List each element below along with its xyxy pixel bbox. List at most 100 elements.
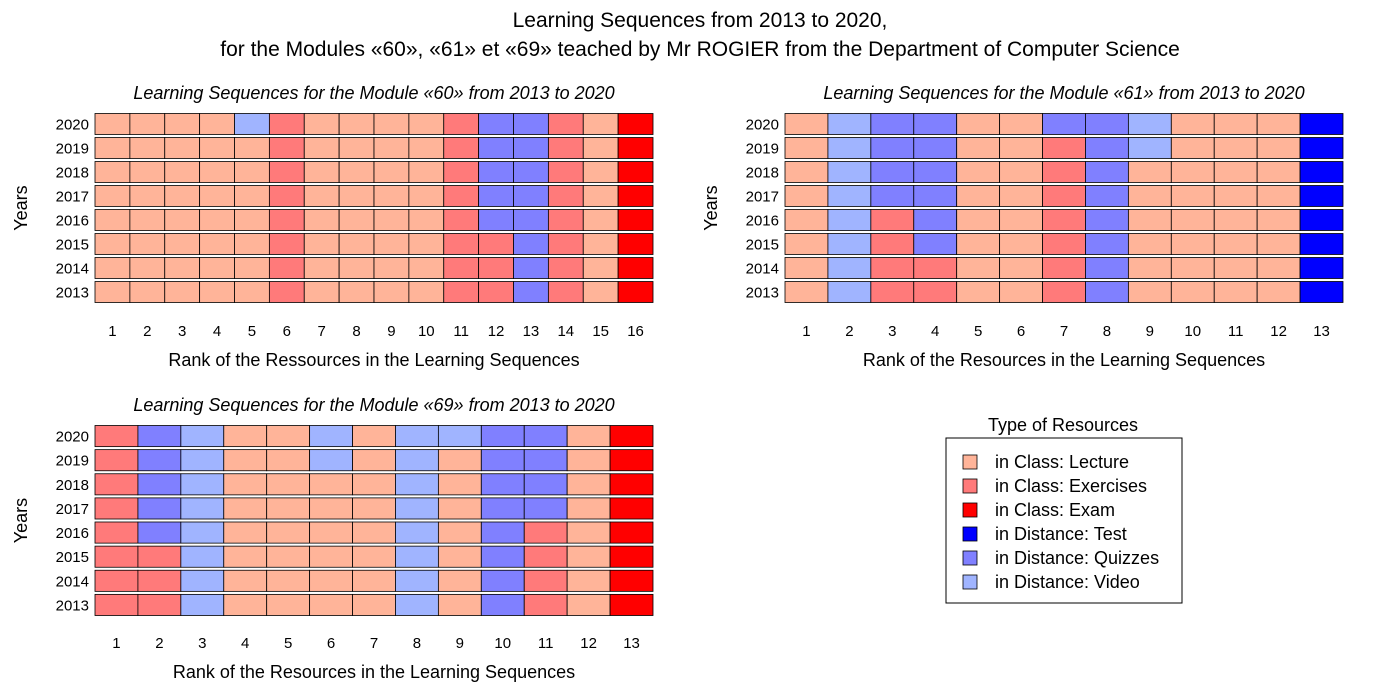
heatmap-cell bbox=[913, 257, 958, 279]
x-tick-label: 7 bbox=[370, 635, 378, 652]
heatmap-cell bbox=[1170, 257, 1215, 279]
heatmap-cell bbox=[999, 161, 1043, 183]
heatmap-cell bbox=[1127, 257, 1172, 279]
heatmap-cell bbox=[870, 209, 915, 231]
legend-swatch bbox=[962, 454, 978, 470]
heatmap-cell bbox=[617, 209, 654, 231]
legend-swatch bbox=[962, 574, 978, 590]
heatmap-cell bbox=[137, 545, 182, 568]
heatmap-cell bbox=[1256, 113, 1301, 135]
y-tick-label: 2017 bbox=[56, 501, 89, 518]
heatmap-cell bbox=[137, 521, 182, 544]
heatmap-cell bbox=[309, 497, 353, 520]
heatmap-cell bbox=[338, 185, 375, 207]
heatmap-cell bbox=[1170, 161, 1215, 183]
heatmap-cell bbox=[784, 113, 829, 135]
heatmap-cell bbox=[870, 113, 915, 135]
heatmap-cell bbox=[1085, 113, 1129, 135]
heatmap-cell bbox=[582, 113, 619, 135]
heatmap-cell bbox=[513, 113, 549, 135]
heatmap-cell bbox=[94, 473, 139, 496]
heatmap-cell bbox=[480, 521, 525, 544]
heatmap-cell bbox=[223, 497, 268, 520]
heatmap-cell bbox=[437, 497, 482, 520]
x-tick-label: 5 bbox=[284, 635, 292, 652]
heatmap-cell bbox=[547, 233, 584, 255]
heatmap-cell bbox=[268, 161, 305, 183]
y-tick-label: 2017 bbox=[746, 189, 779, 206]
x-tick-label: 6 bbox=[283, 323, 291, 340]
heatmap-cell bbox=[480, 545, 525, 568]
x-tick-label: 3 bbox=[888, 323, 896, 340]
heatmap-cell bbox=[1170, 113, 1215, 135]
heatmap-cell bbox=[1170, 185, 1215, 207]
heatmap-cell bbox=[1256, 137, 1301, 159]
x-tick-label: 10 bbox=[1184, 323, 1201, 340]
heatmap-cell bbox=[129, 209, 166, 231]
heatmap-cell bbox=[617, 281, 654, 303]
heatmap-cell bbox=[1042, 113, 1086, 135]
heatmap-cell bbox=[268, 113, 305, 135]
heatmap-cell bbox=[870, 257, 915, 279]
heatmap-cell bbox=[303, 257, 340, 279]
heatmap-cell bbox=[268, 185, 305, 207]
heatmap-cell bbox=[523, 593, 568, 616]
heatmap-cell bbox=[268, 209, 305, 231]
y-tick-label: 2015 bbox=[56, 549, 89, 566]
heatmap-cell bbox=[199, 161, 235, 183]
heatmap-cell bbox=[999, 113, 1043, 135]
x-tick-label: 6 bbox=[327, 635, 335, 652]
y-tick-label: 2013 bbox=[56, 597, 89, 614]
heatmap-cell bbox=[956, 137, 1001, 159]
heatmap-cell bbox=[1042, 281, 1086, 303]
heatmap-cell bbox=[1213, 113, 1258, 135]
heatmap-cell bbox=[870, 185, 915, 207]
heatmap-cell bbox=[784, 233, 829, 255]
heatmap-cell bbox=[913, 113, 958, 135]
heatmap-cell bbox=[1042, 233, 1086, 255]
heatmap-cell bbox=[999, 209, 1043, 231]
heatmap-cell bbox=[827, 281, 872, 303]
legend-item-label: in Class: Exam bbox=[995, 500, 1115, 520]
heatmap-cell bbox=[1256, 257, 1301, 279]
heatmap-cell bbox=[1213, 161, 1258, 183]
legend: Type of Resources in Class: Lecture in Cla… bbox=[945, 415, 1183, 604]
heatmap-cell bbox=[164, 137, 201, 159]
heatmap-cell bbox=[94, 521, 139, 544]
heatmap-cell bbox=[609, 593, 654, 616]
heatmap-cell bbox=[266, 569, 311, 592]
heatmap-cell bbox=[373, 209, 410, 231]
heatmap-cell bbox=[180, 425, 225, 448]
heatmap-cell bbox=[309, 473, 353, 496]
x-tick-label: 1 bbox=[112, 635, 120, 652]
x-tick-label: 4 bbox=[931, 323, 939, 340]
heatmap-cell bbox=[303, 233, 340, 255]
heatmap-cell bbox=[395, 497, 439, 520]
heatmap-cell bbox=[303, 185, 340, 207]
heatmap-cell bbox=[582, 209, 619, 231]
heatmap-cell bbox=[513, 233, 549, 255]
y-axis-label: Years bbox=[11, 185, 31, 230]
legend-item-label: in Distance: Video bbox=[995, 572, 1140, 592]
heatmap-cell bbox=[609, 545, 654, 568]
heatmap-cell bbox=[478, 233, 514, 255]
heatmap-cell bbox=[478, 113, 514, 135]
heatmap-cell bbox=[1299, 281, 1344, 303]
panel-title: Learning Sequences for the Module «69» f… bbox=[133, 395, 614, 415]
heatmap-cell bbox=[352, 521, 396, 544]
heatmap-cell bbox=[1085, 137, 1129, 159]
x-tick-label: 15 bbox=[592, 323, 609, 340]
y-tick-label: 2015 bbox=[746, 237, 779, 254]
legend-item-label: in Distance: Quizzes bbox=[995, 548, 1159, 568]
heatmap-cell bbox=[268, 257, 305, 279]
heatmap-cell bbox=[617, 185, 654, 207]
heatmap-cell bbox=[478, 257, 514, 279]
heatmap-cell bbox=[266, 449, 311, 472]
heatmap-cell bbox=[164, 281, 201, 303]
heatmap-cell bbox=[913, 281, 958, 303]
x-tick-label: 12 bbox=[580, 635, 597, 652]
heatmap-cell bbox=[180, 593, 225, 616]
heatmap-cell bbox=[268, 233, 305, 255]
heatmap-cell bbox=[513, 137, 549, 159]
